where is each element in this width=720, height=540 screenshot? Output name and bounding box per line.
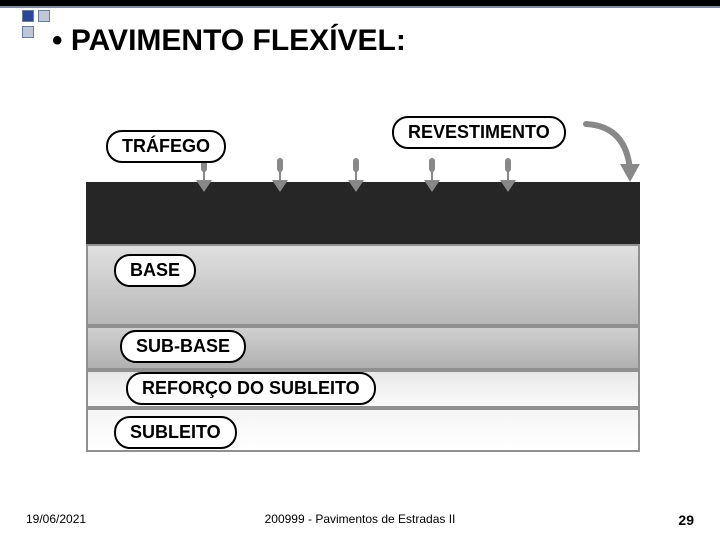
label-revestimento: REVESTIMENTO (392, 116, 566, 149)
diagram: TRÁFEGO REVESTIMENTO BASE SUB-BASE REFOR… (86, 108, 640, 468)
footer-title: 200999 - Pavimentos de Estradas II (0, 512, 720, 526)
deco-square-2 (38, 10, 50, 22)
footer-page: 29 (678, 512, 694, 528)
label-base: BASE (114, 254, 196, 287)
traffic-arrow-icon (500, 158, 516, 206)
label-trafego: TRÁFEGO (106, 130, 226, 163)
traffic-arrow-icon (348, 158, 364, 206)
pointer-arrow-icon (566, 120, 646, 194)
slide: • PAVIMENTO FLEXÍVEL: TRÁFEGO REVESTIMEN… (0, 0, 720, 540)
top-bar (0, 0, 720, 6)
label-subleito: SUBLEITO (114, 416, 237, 449)
traffic-arrow-icon (424, 158, 440, 206)
deco-square-3 (22, 26, 34, 38)
label-reforco: REFORÇO DO SUBLEITO (126, 372, 376, 405)
traffic-arrow-icon (272, 158, 288, 206)
traffic-arrow-icon (196, 158, 212, 206)
traffic-arrows (196, 158, 516, 206)
deco-square-1 (22, 10, 34, 22)
label-subbase: SUB-BASE (120, 330, 246, 363)
slide-title: • PAVIMENTO FLEXÍVEL: (52, 24, 406, 58)
